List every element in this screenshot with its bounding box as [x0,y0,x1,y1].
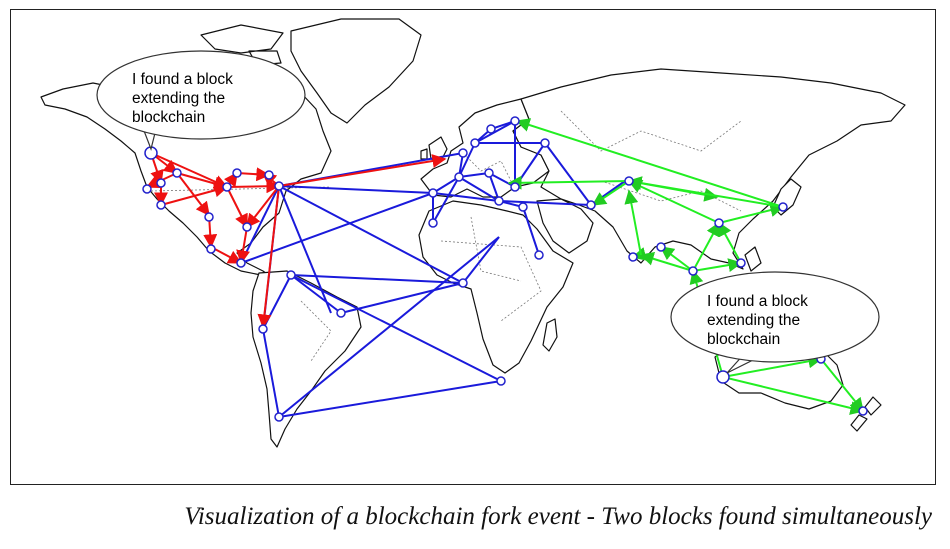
network-node [534,250,544,260]
world-map [40,18,906,448]
network-node [484,168,494,178]
bubble-left-text: I found a block extending the blockchain [132,70,307,127]
network-node [222,182,232,192]
network-node [496,376,506,386]
network-node [232,168,242,178]
map-panel: I found a block extending the blockchain… [10,9,936,485]
new-zealand [850,396,882,432]
bubble-left-line-2: extending the [132,90,226,107]
network-node [778,202,788,212]
network-node [242,222,252,232]
network-node [624,176,634,186]
network-node [428,188,438,198]
network-node [204,212,214,222]
country-borders [150,110,742,362]
network-node [628,252,638,262]
network-node [258,324,268,334]
network-node [656,242,666,252]
network-node [736,258,746,268]
network-node [274,181,284,191]
network-node [510,182,520,192]
network-node [142,184,152,194]
network-node [336,308,346,318]
south-america [250,270,362,448]
bubble-right-line-2: extending the [707,312,801,329]
network-node [172,168,182,178]
network-node [486,124,496,134]
speech-bubble-left [96,50,306,151]
network-node [518,202,528,212]
network-node [286,270,296,280]
asia [512,68,906,270]
bubble-right-line-1: I found a block [707,293,808,310]
network-node [494,196,504,206]
network-node [716,370,730,384]
bubble-right-line-3: blockchain [707,331,781,348]
network-node [470,138,480,148]
red-fork-chain [145,152,447,329]
network-node [458,278,468,288]
network-node [510,116,520,126]
bubble-right-text: I found a block extending the blockchain [707,292,882,349]
network-node [236,258,246,268]
network-node [156,200,166,210]
figure-caption: Visualization of a blockchain fork event… [184,503,932,530]
madagascar [542,318,558,352]
speech-bubble-right [670,271,880,374]
network-node [264,170,274,180]
green-fork-chain [507,118,865,415]
network-node [858,406,868,416]
network-node [428,218,438,228]
greenland [290,18,422,124]
network-node [274,412,284,422]
bubble-left-line-1: I found a block [132,71,233,88]
arabia [536,198,594,254]
network-nodes [142,116,868,422]
network-node [206,244,216,254]
network-node [688,266,698,276]
network-node [586,200,596,210]
network-node [714,218,724,228]
bubble-left-line-3: blockchain [132,109,206,126]
network-node [458,148,468,158]
network-node [156,178,166,188]
network-node [540,138,550,148]
network-node [454,172,464,182]
